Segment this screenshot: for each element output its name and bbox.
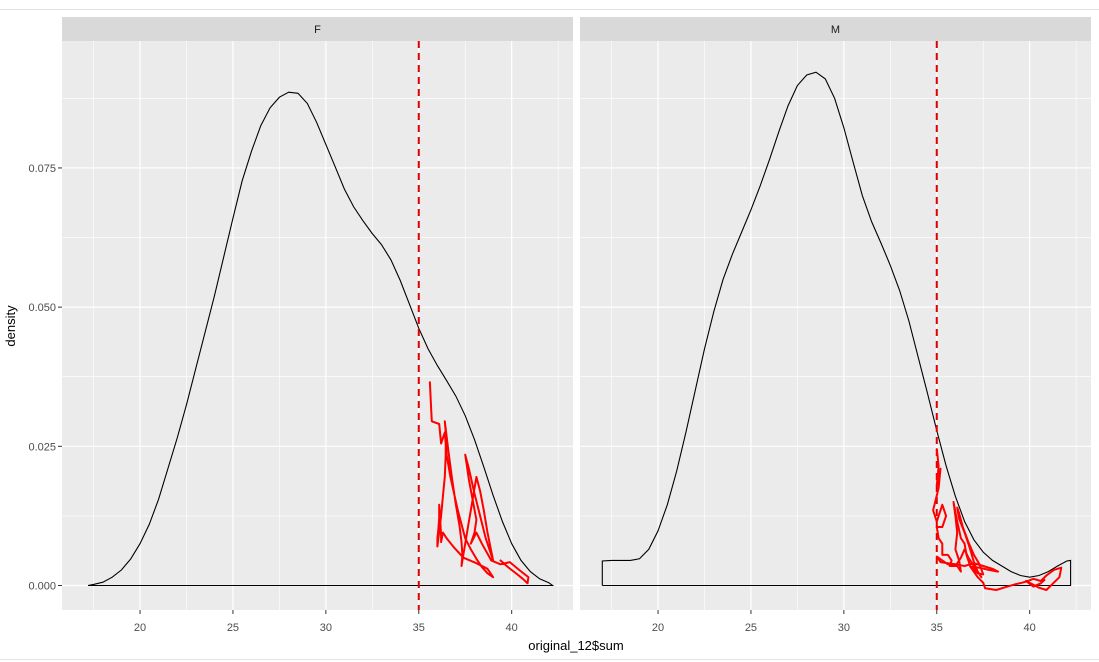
x-tick-label: 30: [838, 622, 850, 634]
y-axis-title: density: [3, 305, 18, 347]
x-tick-label: 25: [745, 622, 757, 634]
facet-strip-label: M: [831, 24, 840, 36]
window-bottom-border: [0, 659, 1099, 660]
x-tick-label: 35: [931, 622, 943, 634]
window-top-border: [0, 9, 1099, 10]
density-curve: [601, 71, 1072, 587]
x-tick-label: 35: [413, 622, 425, 634]
density-curve: [87, 91, 555, 587]
y-tick-label: 0.025: [28, 441, 56, 453]
y-tick-label: 0.075: [28, 163, 56, 175]
overlay-line: [428, 381, 530, 585]
x-tick-label: 40: [506, 622, 518, 634]
x-tick-label: 20: [134, 622, 146, 634]
facet-strip: [580, 17, 1091, 41]
facet-strip-label: F: [314, 24, 321, 36]
x-tick-label: 40: [1024, 622, 1036, 634]
panel-background: [580, 41, 1091, 610]
x-axis-title: original_12$sum: [528, 638, 623, 653]
x-tick-label: 25: [227, 622, 239, 634]
facet-strip: [62, 17, 573, 41]
y-tick-label: 0.000: [28, 581, 56, 593]
panel-background: [62, 41, 573, 610]
x-tick-label: 30: [320, 622, 332, 634]
overlay-line: [932, 448, 1063, 591]
x-tick-label: 20: [652, 622, 664, 634]
y-tick-label: 0.050: [28, 302, 56, 314]
